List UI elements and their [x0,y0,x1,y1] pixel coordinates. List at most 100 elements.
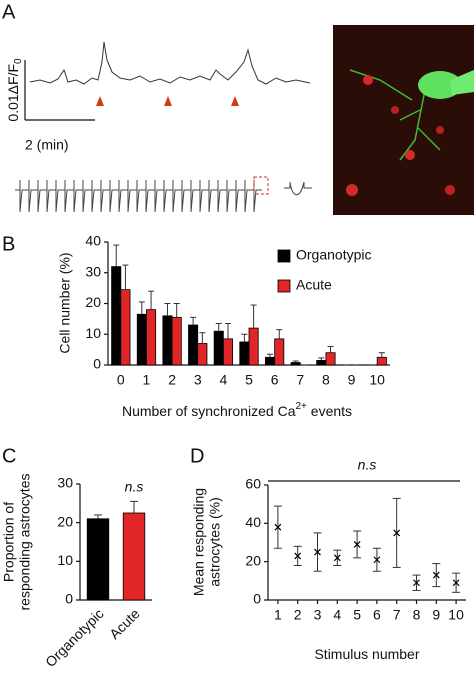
point [393,529,401,537]
point [294,552,302,560]
x-axis-label: 2+ [295,401,307,412]
error-bar [164,303,171,316]
error-bar [173,303,180,318]
error-bar [215,322,222,332]
x-tick-label: 3 [314,607,322,623]
x-tick-label: 6 [271,372,279,388]
y-axis-label: Cell number (%) [57,252,73,353]
panel-label: B [2,233,15,255]
x-tick-label: 6 [373,607,381,623]
y-tick-label: 0 [93,356,101,372]
y-tick-label: 30 [57,475,73,491]
x-tick-label: 2 [294,607,302,623]
bar [265,356,276,366]
error-bar [276,329,283,339]
marker [231,96,239,106]
x-axis-label: Number of synchronized Ca2+ events [122,401,352,419]
scale-label: 0.01ΔF/F0 [5,58,24,122]
bar [86,518,110,601]
error-bar [122,264,129,290]
x-tick-label: 4 [219,372,227,388]
stimulus-trace [15,180,262,213]
bar [146,309,157,366]
bar [122,512,146,601]
error-bar [148,290,155,310]
point [314,548,321,556]
x-tick-label: 7 [296,372,304,388]
y-tick-label: 30 [85,263,101,279]
y-axis-label: Proportion of [1,502,17,582]
error-bar [190,316,197,326]
y-tick-label: 20 [85,294,101,310]
error-bar [224,322,231,339]
y-tick-label: 40 [85,233,101,249]
x-tick-label: 10 [369,372,385,388]
point [353,540,361,548]
legend-swatch [277,249,291,263]
bar [111,266,122,366]
point [432,571,440,579]
annotation: n.s [125,479,144,495]
micrograph [333,25,474,215]
x-tick-label: 8 [322,372,330,388]
x-axis-label: Stimulus number [314,646,419,662]
bar [120,289,131,366]
x-tick-label: 0 [117,372,125,388]
x-tick-label: 7 [393,607,401,623]
bar [136,313,147,366]
y-tick-label: 0 [253,591,261,607]
bar [376,356,387,366]
error-bar [130,500,138,513]
bar [316,359,327,366]
bar [274,338,285,366]
bar [325,352,336,366]
y-tick-label: 60 [245,476,261,492]
bar [197,343,208,366]
y-tick-label: 20 [57,513,73,529]
y-tick-label: 20 [245,552,261,568]
x-tick-label: 3 [194,372,202,388]
x-axis-label: Stimulus number [314,646,419,662]
y-axis-label: Mean responding [191,488,207,596]
x-tick-label: 9 [348,372,356,388]
calcium-trace [29,41,311,85]
error-bar [138,301,145,315]
point [333,554,341,562]
x-axis-label: Number of synchronized Ca [122,403,296,419]
x-axis-label: events [307,403,352,419]
error-bar [267,353,274,358]
bar [188,324,199,366]
point [274,523,282,531]
y-axis-label: responding astrocytes [17,474,33,611]
legend-label: Acute [296,277,332,293]
error-bar [327,346,334,353]
error-bar [199,332,206,344]
legend-label: Organotypic [296,247,371,263]
point [373,556,381,564]
x-tick-label: 1 [143,372,151,388]
marker [96,96,104,106]
x-tick-label: 1 [274,607,282,623]
x-tick-label: Organotypic [42,605,107,670]
y-axis-label: astrocytes (%) [207,497,223,586]
x-tick-label: 5 [353,607,361,623]
annotation: n.s [358,457,377,473]
bar [222,338,233,366]
x-tick-label: 5 [245,372,253,388]
point [413,579,420,587]
y-tick-label: 10 [85,325,101,341]
error-bar [292,360,299,363]
error-bar [94,514,102,519]
scale-label: 2 (min) [25,137,69,153]
bar [248,327,259,366]
error-bar [241,333,248,342]
x-tick-label: 9 [432,607,440,623]
y-tick-label: 40 [245,514,261,530]
legend-swatch [277,279,291,293]
bar [171,316,182,366]
x-tick-label: 10 [448,607,464,623]
x-tick-label: 2 [168,372,176,388]
error-bar [250,304,257,329]
scale-label: 0.01ΔF/F [5,64,21,122]
